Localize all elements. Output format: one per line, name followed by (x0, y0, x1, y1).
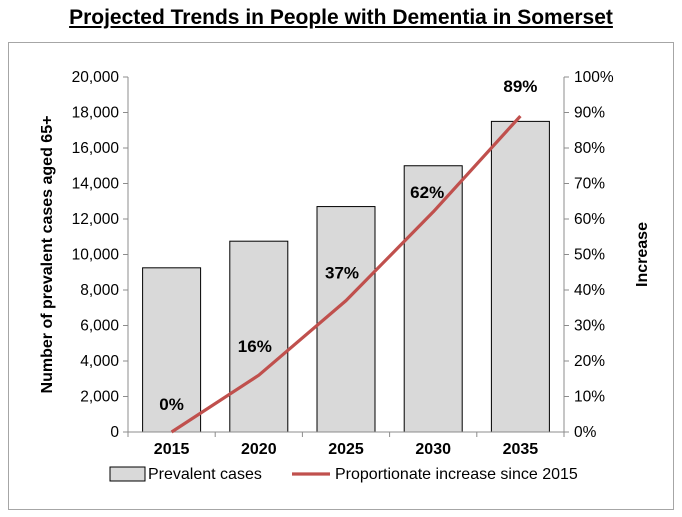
increase-line (170, 114, 522, 434)
y-tick-label: 14,000 (72, 176, 120, 193)
data-label: 0% (159, 395, 184, 414)
legend: Prevalent cases Proportionate increase s… (109, 466, 578, 483)
y2-tick-label: 100% (574, 69, 614, 86)
y-tick-label: 20,000 (72, 69, 120, 86)
y-tick-label: 8,000 (80, 282, 119, 299)
x-tick-label: 2035 (503, 441, 539, 458)
y-axis-label: Number of prevalent cases aged 65+ (39, 116, 56, 394)
y2-tick-label: 70% (574, 176, 605, 193)
y2-tick-label: 80% (574, 140, 605, 157)
bar-2030 (403, 165, 463, 433)
chart-title: Projected Trends in People with Dementia… (69, 6, 613, 29)
bar-2025 (316, 206, 376, 433)
data-label: 62% (410, 183, 444, 202)
chart-frame (8, 42, 674, 510)
y-tick-label: 12,000 (72, 211, 120, 228)
data-label: 37% (325, 264, 359, 283)
y2-tick-label: 90% (574, 105, 605, 122)
y-tick-label: 6,000 (80, 318, 119, 335)
bar-2020 (229, 240, 289, 433)
y-tick-label: 16,000 (72, 140, 120, 157)
legend-bar-label: Prevalent cases (148, 466, 262, 483)
x-tick-label: 2025 (328, 441, 364, 458)
y2-axis-label: Increase (634, 222, 651, 287)
x-tick-label: 2020 (241, 441, 277, 458)
y-tick-label: 2,000 (80, 389, 119, 406)
data-labels-layer: 0% 16% 37% 62% 89% (159, 77, 537, 414)
y2-tick-label: 40% (574, 282, 605, 299)
y2-tick-label: 60% (574, 211, 605, 228)
y2-tick-label: 20% (574, 353, 605, 370)
bars-layer (142, 120, 550, 433)
bar-2035 (490, 120, 550, 433)
y2-tick-label: 10% (574, 389, 605, 406)
y2-tick-label: 50% (574, 247, 605, 264)
data-label: 89% (503, 77, 537, 96)
legend-line-label: Proportionate increase since 2015 (335, 466, 578, 483)
y-tick-label: 4,000 (80, 353, 119, 370)
y-tick-label: 0 (110, 424, 119, 441)
data-label: 16% (238, 337, 272, 356)
legend-bar-swatch (109, 466, 146, 482)
ticks-layer: 0 0% 2,000 10% 4,000 20% 6,000 30% 8,000 40% 10,00… (72, 69, 614, 458)
x-tick-label: 2030 (415, 441, 451, 458)
x-tick-label: 2015 (154, 441, 190, 458)
y-tick-label: 10,000 (72, 247, 120, 264)
y2-tick-label: 0% (574, 424, 597, 441)
bar-2015 (142, 267, 202, 433)
y2-tick-label: 30% (574, 318, 605, 335)
y-tick-label: 18,000 (72, 105, 120, 122)
